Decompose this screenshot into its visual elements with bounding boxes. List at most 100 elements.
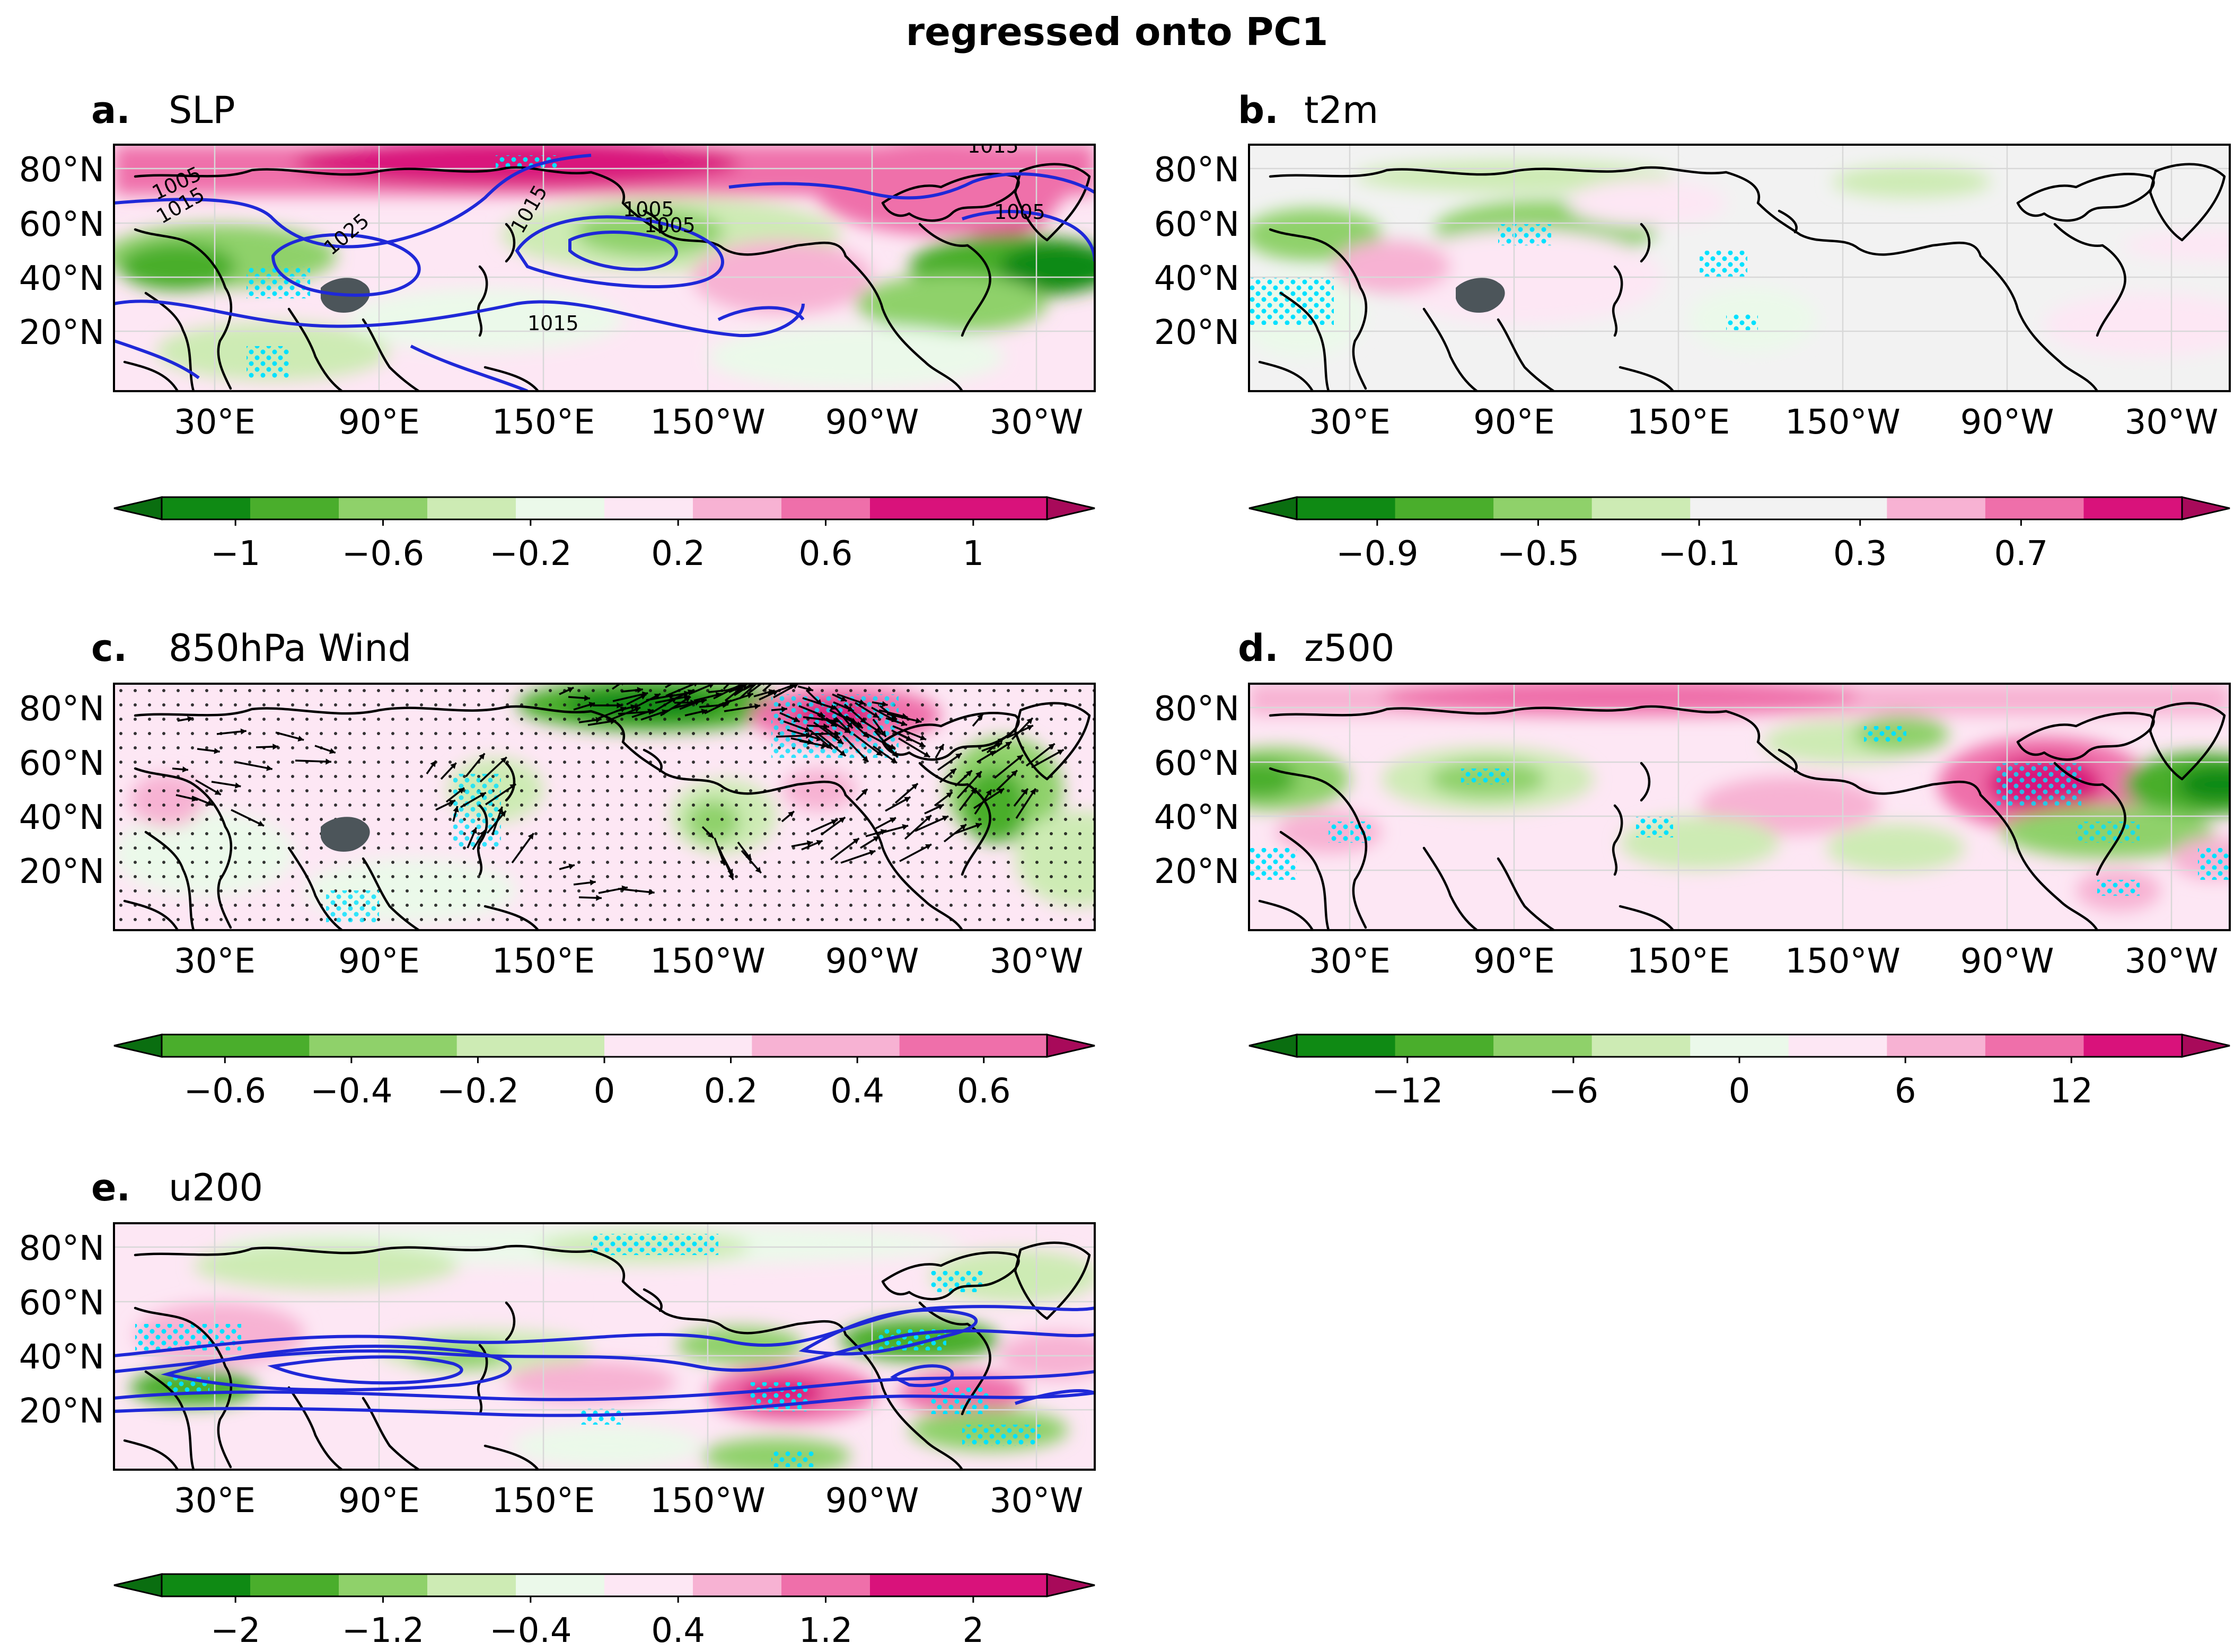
lon-tick-label: 30°W	[990, 403, 1084, 442]
colorbar-bin	[1395, 497, 1494, 519]
wind-vector-head	[840, 696, 847, 702]
colorbar-tick-label: 0.2	[651, 534, 705, 573]
lon-tick-label: 150°E	[1627, 403, 1730, 442]
wind-vector	[904, 814, 932, 840]
colorbar-tick-label: −0.2	[489, 534, 571, 573]
wind-vector-head	[839, 750, 846, 756]
lon-tick-label: 90°W	[825, 942, 919, 981]
lon-tick-label: 30°E	[174, 403, 256, 442]
colorbar-bin	[870, 1574, 959, 1596]
colorbar-tick-label: 0	[594, 1072, 615, 1111]
wind-vector-head	[821, 742, 828, 748]
wind-vector	[236, 761, 273, 770]
wind-vector-head	[1057, 749, 1064, 755]
wind-vector-head	[819, 711, 825, 718]
colorbar-bin	[339, 497, 428, 519]
colorbar-tick-label: −0.5	[1497, 534, 1579, 573]
wind-vector-head	[937, 804, 944, 810]
map-c	[114, 677, 1095, 930]
wind-vector-head	[728, 873, 734, 880]
wind-vector-head	[214, 748, 220, 754]
lon-tick-label: 30°E	[174, 942, 256, 981]
wind-vector-head	[687, 690, 694, 695]
lon-tick-label: 30°W	[990, 942, 1084, 981]
wind-vector	[852, 733, 883, 757]
colorbar-bin	[1690, 497, 1789, 519]
wind-vector	[892, 725, 927, 741]
wind-vector-head	[902, 824, 909, 831]
wind-vector-head	[700, 698, 707, 704]
lat-tick-label: 80°N	[19, 690, 104, 729]
wind-vector-head	[949, 768, 956, 775]
wind-vector-head	[746, 692, 753, 699]
wind-vector-head	[719, 859, 726, 865]
wind-vector	[723, 684, 731, 690]
colorbar-bin	[781, 1574, 870, 1596]
wind-vector-head	[453, 806, 459, 812]
wind-vector	[864, 731, 896, 750]
lon-tick-label: 90°E	[338, 1481, 420, 1521]
colorbar-bin	[339, 1574, 428, 1596]
wind-vector-head	[960, 824, 966, 831]
wind-vector-head	[891, 713, 897, 720]
wind-vector	[747, 684, 763, 694]
wind-vector-head	[497, 807, 504, 813]
lat-tick-label: 20°N	[19, 1392, 104, 1431]
wind-vector	[718, 693, 754, 706]
wind-vector-head	[889, 817, 896, 823]
colorbar-tick-label: −0.4	[489, 1611, 571, 1650]
wind-vector-head	[1026, 718, 1033, 725]
panel-letter-c: c.	[91, 626, 127, 670]
contour-label: 1005	[623, 198, 674, 221]
wind-vector-head	[923, 752, 930, 757]
colorbar-bin	[516, 497, 605, 519]
wind-vector-head	[860, 717, 866, 723]
colorbar-tick-label: −0.6	[342, 534, 424, 573]
wind-vectors	[172, 677, 1065, 901]
wind-vector-head	[925, 815, 931, 821]
wind-vector-head	[872, 712, 879, 718]
wind-vector-head	[975, 771, 982, 778]
map-b	[1249, 145, 2230, 391]
wind-vector	[830, 837, 860, 861]
panel-a: a. SLP	[19, 89, 1096, 573]
panel-title-d: z500	[1304, 626, 1394, 670]
wind-vector-head	[756, 677, 762, 683]
wind-vector-head	[240, 728, 247, 735]
lon-tick-label: 90°W	[825, 1481, 919, 1521]
colorbar-bin	[250, 1574, 339, 1596]
contour-label: 1015	[527, 312, 579, 335]
wind-vector-head	[911, 783, 918, 790]
colorbar-bin	[427, 497, 516, 519]
wind-vector-head	[847, 722, 853, 729]
wind-vector-head	[684, 691, 690, 697]
tibetan-plateau-mask	[321, 817, 370, 852]
wind-vector-head	[823, 723, 829, 730]
wind-vector-head	[1048, 744, 1055, 750]
wind-vector-head	[880, 730, 886, 737]
wind-vector-head	[977, 714, 983, 720]
wind-vector-head	[620, 706, 627, 713]
lon-tick-label: 30°E	[1309, 942, 1391, 981]
wind-vector-head	[830, 704, 837, 710]
colorbar-extend-min	[113, 496, 163, 520]
colorbar-bin	[1985, 497, 2084, 519]
wind-vector	[734, 684, 754, 696]
wind-vector-head	[448, 800, 455, 806]
wind-vector-head	[882, 701, 888, 708]
colorbar-bin	[1887, 497, 1986, 519]
wind-vector-head	[527, 833, 534, 840]
colorbar-bin	[2083, 497, 2183, 519]
lat-tick-label: 60°N	[19, 205, 104, 244]
panel-e: e. u200	[19, 1166, 1096, 1650]
colorbar-bin	[1493, 1035, 1593, 1057]
lon-tick-label: 90°E	[338, 403, 420, 442]
wind-vector-head	[859, 699, 865, 705]
colorbar-bin	[693, 1574, 782, 1596]
lon-tick-label: 90°E	[1473, 942, 1555, 981]
wind-vector-head	[595, 717, 602, 723]
lon-tick-label: 90°E	[1473, 403, 1555, 442]
wind-vector-head	[509, 784, 516, 790]
colorbar-bin	[1591, 497, 1691, 519]
